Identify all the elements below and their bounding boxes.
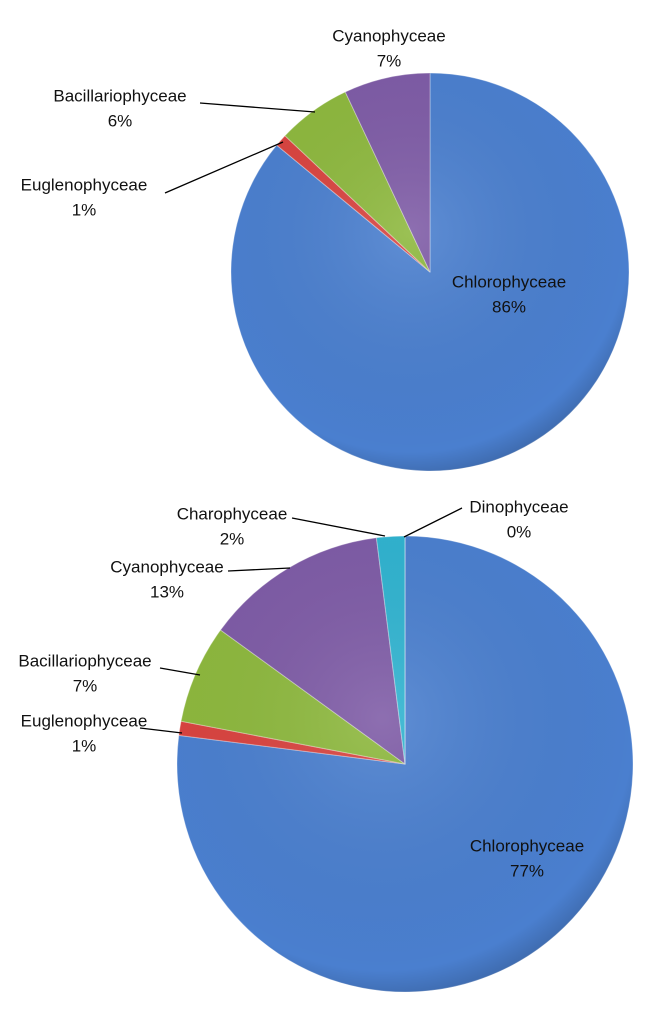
leader-line	[403, 507, 463, 538]
leader-line	[199, 102, 316, 113]
slice-value-label: 0%	[507, 522, 532, 541]
leader-line	[159, 667, 201, 676]
slice-value-label: 77%	[510, 861, 544, 880]
slice-label: Bacillariophyceae	[53, 86, 186, 105]
slice-value-label: 1%	[72, 200, 97, 219]
leader-line	[164, 141, 284, 194]
pie	[176, 535, 634, 993]
slice-value-label: 86%	[492, 297, 526, 316]
slice-label: Bacillariophyceae	[18, 651, 151, 670]
slice-value-label: 6%	[108, 111, 133, 130]
leader-line	[227, 567, 291, 572]
slice-value-label: 1%	[72, 736, 97, 755]
slice-label: Cyanophyceae	[110, 557, 223, 576]
slice-label: Chlorophyceae	[452, 272, 566, 291]
leader-line	[291, 517, 386, 537]
slice-value-label: 7%	[73, 676, 98, 695]
slice-value-label: 2%	[220, 529, 245, 548]
slice-value-label: 13%	[150, 582, 184, 601]
leader-line	[139, 727, 183, 734]
slice-label: Euglenophyceae	[21, 711, 148, 730]
slice-label: Euglenophyceae	[21, 175, 148, 194]
slice-label: Chlorophyceae	[470, 836, 584, 855]
slice-value-label: 7%	[377, 51, 402, 70]
slice-label: Cyanophyceae	[332, 26, 445, 45]
slice-label: Charophyceae	[177, 504, 288, 523]
pie	[230, 72, 630, 472]
slice-label: Dinophyceae	[469, 497, 568, 516]
